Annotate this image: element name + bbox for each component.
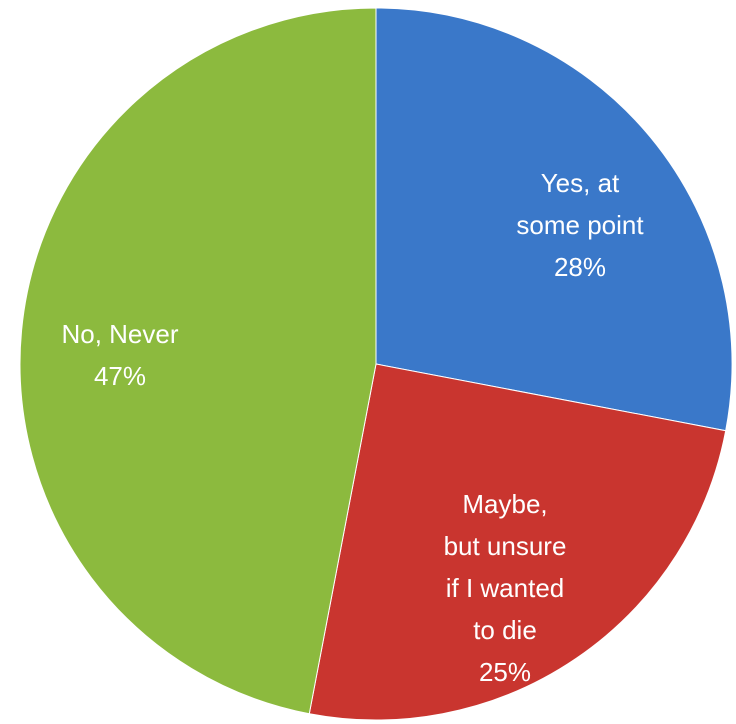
pie-slice (375, 7, 733, 432)
category-label: Yes, at some point (516, 168, 644, 240)
slice-label: No, Never 47% (20, 313, 220, 397)
value-label: 25% (478, 657, 532, 687)
value-label: 28% (553, 252, 607, 282)
slice-label: Yes, at some point 28% (513, 162, 648, 288)
value-label: 47% (93, 361, 147, 391)
category-label: No, Never (61, 319, 179, 349)
pie-slice (308, 363, 727, 721)
slice-label: Maybe, but unsure if I wanted to die 25% (442, 483, 568, 693)
category-label: Maybe, but unsure if I wanted to die (443, 489, 567, 645)
pie-slice (19, 7, 377, 715)
